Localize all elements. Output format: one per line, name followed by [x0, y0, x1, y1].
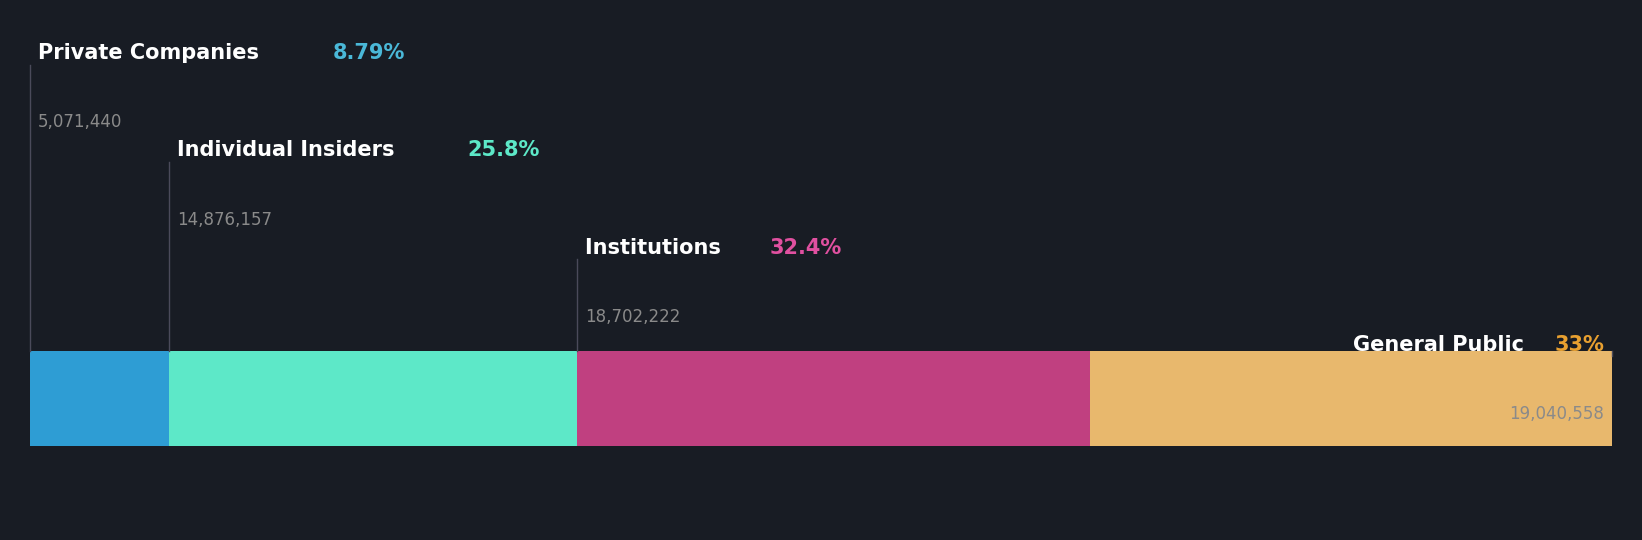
Bar — [576, 351, 1090, 445]
Text: 32.4%: 32.4% — [770, 238, 842, 258]
Text: 19,040,558: 19,040,558 — [1509, 405, 1604, 423]
Bar — [1090, 351, 1612, 445]
Text: 14,876,157: 14,876,157 — [177, 211, 273, 228]
Text: Institutions: Institutions — [585, 238, 729, 258]
Text: 5,071,440: 5,071,440 — [38, 113, 122, 131]
Text: General Public: General Public — [1353, 335, 1532, 355]
Text: 33%: 33% — [1555, 335, 1604, 355]
Bar — [30, 351, 169, 445]
Text: Private Companies: Private Companies — [38, 43, 266, 63]
Text: 25.8%: 25.8% — [466, 140, 539, 160]
Bar — [169, 351, 576, 445]
Text: 18,702,222: 18,702,222 — [585, 308, 681, 326]
Text: 8.79%: 8.79% — [332, 43, 404, 63]
Text: Individual Insiders: Individual Insiders — [177, 140, 402, 160]
